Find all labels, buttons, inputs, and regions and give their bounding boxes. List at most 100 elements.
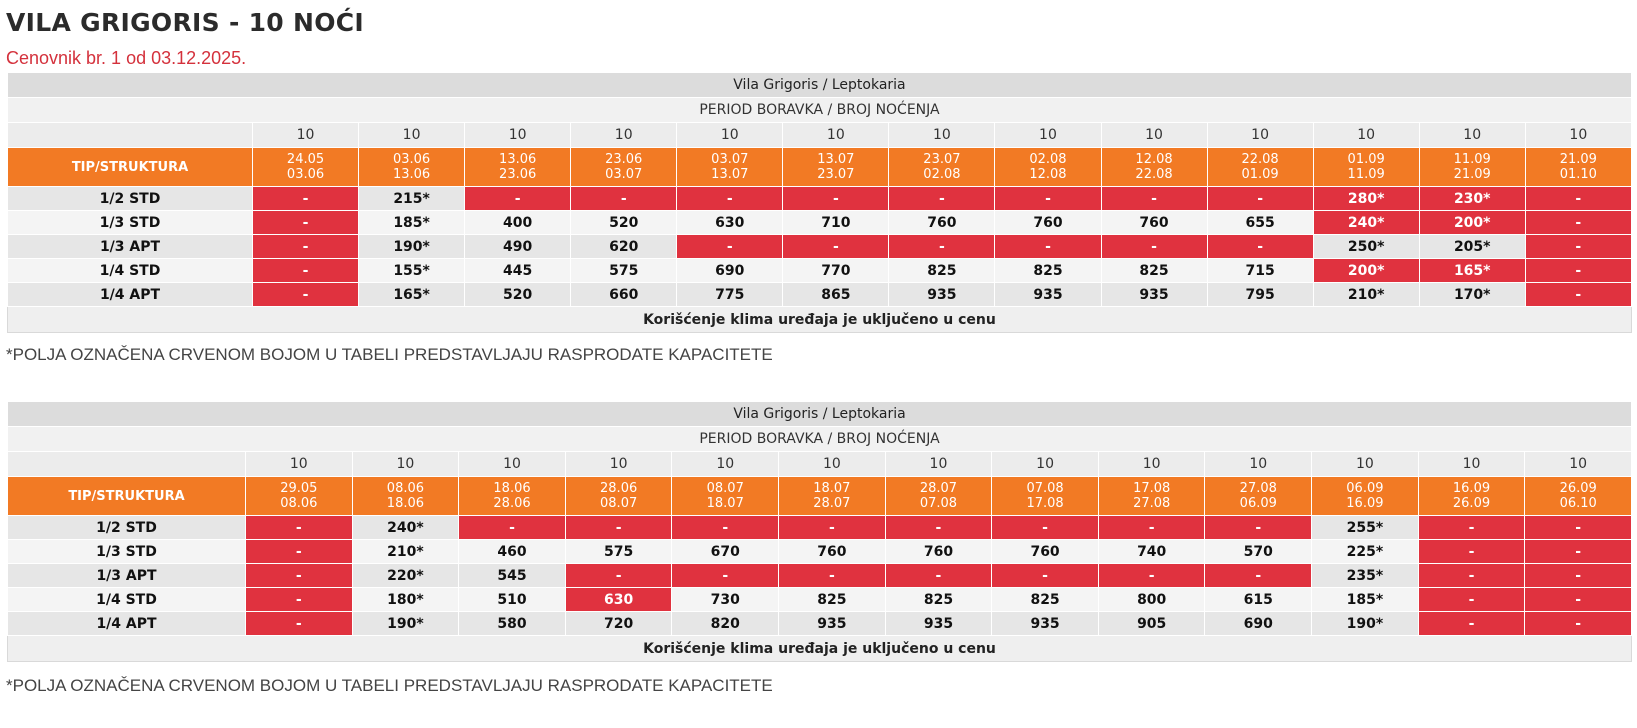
price-cell: 670 <box>671 539 780 564</box>
room-type-label: 1/4 APT <box>7 611 246 636</box>
price-cell: 935 <box>888 282 996 307</box>
price-cell: 935 <box>778 611 886 636</box>
price-cell: 825 <box>1100 258 1208 283</box>
price-cell-sold-out: - <box>1524 587 1633 612</box>
date-from: 18.07 <box>813 481 851 496</box>
date-range-cell: 12.08 22.08 <box>1100 147 1208 187</box>
price-cell-sold-out: - <box>782 234 890 259</box>
date-range-cell: 18.07 28.07 <box>778 476 886 516</box>
nights-cell: 10 <box>251 122 360 148</box>
nights-cell: 10 <box>458 451 566 477</box>
nights-cell: 10 <box>884 451 993 477</box>
price-cell: 185* <box>358 210 466 235</box>
date-to: 03.06 <box>286 167 325 182</box>
date-from: 23.06 <box>605 152 643 167</box>
nights-cell: 10 <box>570 122 678 148</box>
date-to: 27.08 <box>1133 496 1171 511</box>
price-cell: 205* <box>1418 234 1526 259</box>
nights-row: 10 10 10 10 10 10 10 10 10 10 10 10 10 <box>7 451 1633 477</box>
price-cell: 825 <box>778 587 886 612</box>
sold-out-note: *POLJA OZNAČENA CRVENOM BOJOM U TABELI P… <box>6 345 773 364</box>
room-type-label: 1/3 APT <box>7 563 246 588</box>
price-cell-sold-out: 280* <box>1312 186 1420 211</box>
price-cell: 615 <box>1204 587 1313 612</box>
table-footer-row: Korišćenje klima uređaja je uključeno u … <box>7 306 1632 333</box>
date-range-cell: 26.09 06.10 <box>1524 476 1633 516</box>
price-cell-sold-out: - <box>1097 515 1206 540</box>
date-range-cell: 18.06 28.06 <box>458 476 566 516</box>
price-cell: 575 <box>570 258 678 283</box>
price-cell: 935 <box>1100 282 1208 307</box>
date-to: 01.10 <box>1559 167 1597 182</box>
price-row: 1/3 APT -220* 545- - - - - - -235* - - <box>7 563 1633 588</box>
date-range-cell: 16.09 26.09 <box>1417 476 1526 516</box>
nights-cell: 10 <box>1524 122 1632 148</box>
price-cell-sold-out: - <box>884 515 993 540</box>
date-to: 12.08 <box>1029 167 1067 182</box>
date-to: 26.09 <box>1452 496 1491 511</box>
price-cell: 730 <box>671 587 780 612</box>
price-cell-sold-out: - <box>991 515 1099 540</box>
price-cell: 190* <box>351 611 460 636</box>
date-range-cell: 06.09 16.09 <box>1311 476 1419 516</box>
date-from: 24.05 <box>286 152 325 167</box>
date-from: 23.07 <box>923 152 961 167</box>
price-cell: 210* <box>351 539 460 564</box>
date-to: 28.07 <box>813 496 851 511</box>
date-range-cell: 23.07 02.08 <box>888 147 996 187</box>
date-to: 13.06 <box>392 167 431 182</box>
nights-cell: 10 <box>994 122 1102 148</box>
date-to: 28.06 <box>493 496 531 511</box>
date-from: 06.09 <box>1346 481 1384 496</box>
price-cell-sold-out: - <box>671 515 780 540</box>
price-cell-sold-out: - <box>676 186 784 211</box>
price-cell: 190* <box>1311 611 1419 636</box>
price-cell-sold-out: - <box>1206 186 1314 211</box>
date-range-cell: 22.08 01.09 <box>1206 147 1314 187</box>
price-cell: 715 <box>1206 258 1314 283</box>
room-type-label: 1/2 STD <box>7 186 253 211</box>
price-cell: 580 <box>458 611 566 636</box>
price-row: 1/4 APT -190* 580 720 820 935 935 935 905 690 190*… <box>7 611 1633 636</box>
price-cell-sold-out: - <box>1524 611 1633 636</box>
room-type-label: 1/4 STD <box>7 587 246 612</box>
table-header-row: Vila Grigoris / Leptokaria <box>7 72 1632 98</box>
date-range-cell: 07.08 17.08 <box>991 476 1099 516</box>
price-row: 1/3 STD -185* 400 520 630 710 760 760 760 655 240*… <box>7 210 1632 235</box>
price-row: 1/2 STD -215* - - - - - - - -280* 230* - <box>7 186 1632 211</box>
nights-cell: 10 <box>358 122 466 148</box>
price-row: 1/2 STD -240* - - - - - - - -255* - - <box>7 515 1633 540</box>
price-cell: 400 <box>464 210 572 235</box>
price-cell-sold-out: - <box>1417 539 1526 564</box>
price-cell-sold-out: 165* <box>1418 258 1526 283</box>
price-cell: 460 <box>458 539 566 564</box>
price-cell-sold-out: - <box>1524 234 1632 259</box>
date-to: 22.08 <box>1135 167 1173 182</box>
price-cell-sold-out: - <box>251 258 360 283</box>
price-row: 1/4 STD -180* 510 630 730 825 825 825 800 615 185*… <box>7 587 1633 612</box>
price-cell-sold-out: - <box>1100 186 1208 211</box>
date-to: 16.09 <box>1346 496 1384 511</box>
date-to: 07.08 <box>919 496 958 511</box>
price-cell-sold-out: 240* <box>1312 210 1420 235</box>
period-label: PERIOD BORAVKA / BROJ NOĆENJA <box>6 426 1633 452</box>
room-type-label: 1/2 STD <box>7 515 246 540</box>
price-cell: 740 <box>1097 539 1206 564</box>
price-cell-sold-out: - <box>564 563 673 588</box>
price-cell: 865 <box>782 282 890 307</box>
period-label: PERIOD BORAVKA / BROJ NOĆENJA <box>7 97 1632 123</box>
price-cell-sold-out: - <box>1524 258 1632 283</box>
date-from: 16.09 <box>1452 481 1491 496</box>
price-cell-sold-out: 630 <box>564 587 673 612</box>
price-cell-sold-out: - <box>251 234 360 259</box>
date-to: 06.09 <box>1239 496 1277 511</box>
nights-cell: 10 <box>1204 451 1313 477</box>
page-title: VILA GRIGORIS - 10 NOĆI <box>6 8 365 37</box>
nights-blank-cell <box>7 451 246 477</box>
price-cell-sold-out: - <box>1524 186 1632 211</box>
price-cell-sold-out: - <box>1204 563 1313 588</box>
date-to: 06.10 <box>1559 496 1597 511</box>
date-range-cell: 02.08 12.08 <box>994 147 1102 187</box>
table-header: Vila Grigoris / Leptokaria <box>6 401 1633 427</box>
nights-cell: 10 <box>1100 122 1208 148</box>
